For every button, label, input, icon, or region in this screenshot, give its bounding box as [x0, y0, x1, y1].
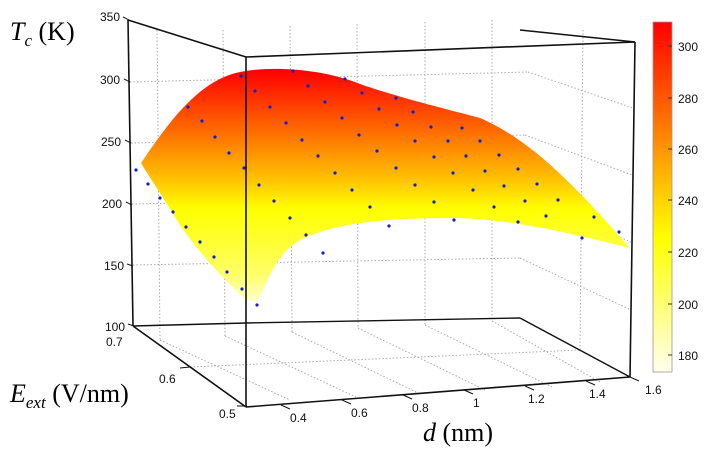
colorbar-tick-260: 260: [678, 143, 698, 157]
colorbar-tick-280: 280: [678, 92, 698, 106]
colorbar-tick-180: 180: [678, 349, 698, 363]
colorbar-tick-240: 240: [678, 194, 698, 208]
x-axis-ticks: 0.4 0.6 0.8 1 1.2 1.4 1.6: [280, 376, 662, 425]
x-tick-1: 1: [473, 396, 480, 410]
tc-surface: [141, 68, 630, 302]
z-tick-200: 200: [102, 197, 122, 211]
back-bottom-edge: [132, 322, 247, 327]
data-points: [134, 69, 621, 307]
back-right-bottom-edge: [519, 317, 631, 378]
colorbar-tick-200: 200: [678, 298, 698, 312]
back-top-edge: [519, 29, 636, 43]
x-tick-1-2: 1.2: [528, 392, 545, 406]
z-axis-label: Tc (K): [10, 17, 75, 50]
y-tick-0-7: 0.7: [106, 335, 123, 349]
z-tick-350: 350: [100, 10, 120, 24]
z-tick-150: 150: [104, 259, 124, 273]
x-tick-1-6: 1.6: [645, 383, 662, 397]
y-axis-label: Eext (V/nm): [9, 379, 129, 412]
x-axis-label: d (nm): [423, 418, 493, 447]
axes-box-back: [127, 19, 247, 408]
z-axis-ticks: 350 300 250 200 150 100: [100, 10, 135, 334]
z-tick-100: 100: [105, 320, 125, 334]
y-tick-0-6: 0.6: [159, 372, 176, 386]
back-bottom-edge-2: [245, 317, 521, 324]
x-tick-0-8: 0.8: [412, 401, 429, 415]
y-axis-ticks: 0.7 0.6 0.5: [106, 335, 247, 421]
z-tick-250: 250: [101, 135, 121, 149]
x-tick-0-6: 0.6: [351, 406, 368, 420]
y-tick-0-5: 0.5: [219, 407, 236, 421]
z-tick-300: 300: [100, 73, 120, 87]
colorbar-tick-300: 300: [678, 40, 698, 54]
axes-box-front: [245, 41, 636, 408]
colorbar: 300 280 260 240 220 200 180: [652, 21, 698, 373]
x-tick-0-4: 0.4: [290, 411, 307, 425]
x-tick-1-4: 1.4: [589, 387, 606, 401]
colorbar-tick-220: 220: [678, 246, 698, 260]
